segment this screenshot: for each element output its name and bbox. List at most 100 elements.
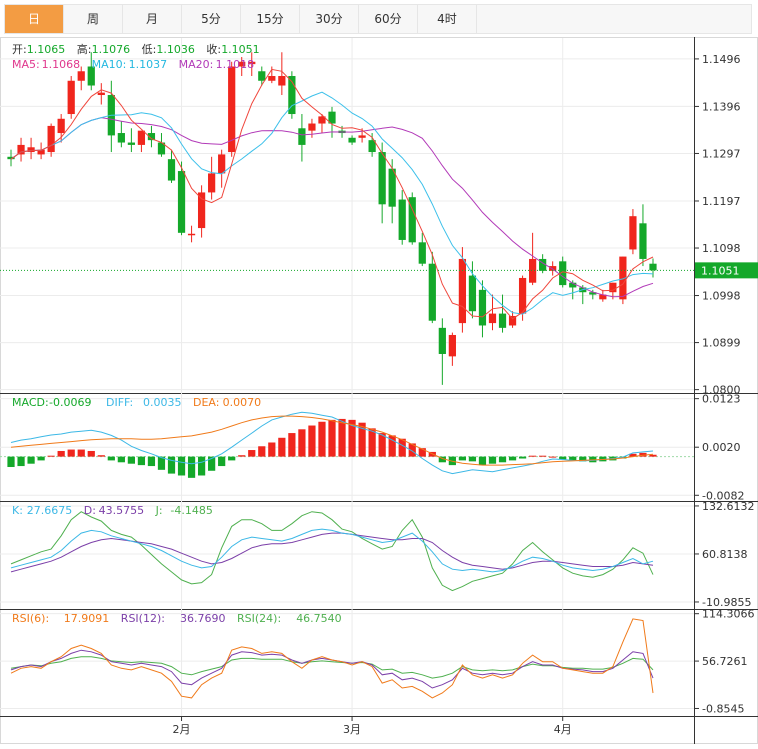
candle-body (539, 258, 547, 271)
tab-5[interactable]: 30分 (300, 5, 359, 33)
macd-bar (117, 456, 125, 463)
y-tick-label: 1.1396 (702, 100, 741, 113)
ohlc-legend-value: 1.1051 (221, 43, 260, 56)
candle-body (47, 125, 55, 153)
candle-body (87, 66, 95, 86)
tab-2[interactable]: 月 (123, 5, 182, 33)
candle-body (599, 294, 607, 300)
candle-body (629, 216, 637, 250)
macd-bar (107, 456, 115, 461)
kdj-legend-value: -4.1485 (170, 504, 212, 517)
macd-bar (147, 456, 156, 467)
x-tick-label: 3月 (343, 723, 361, 736)
candle-body (508, 315, 517, 326)
macd-bar (218, 456, 226, 467)
macd-bar (398, 438, 406, 457)
tab-3[interactable]: 5分 (182, 5, 241, 33)
last-price-box (695, 262, 758, 279)
macd-bar (529, 455, 537, 457)
macd-bar (77, 449, 85, 457)
j-line (10, 511, 654, 592)
macd-bar (308, 425, 316, 457)
tab-7[interactable]: 4时 (418, 5, 477, 33)
macd-bar (197, 456, 206, 476)
candle-body (518, 277, 527, 314)
candle-body (328, 111, 336, 124)
macd-legend-label: MACD: (12, 396, 49, 409)
macd-bar (629, 453, 637, 457)
macd-bar (599, 456, 607, 462)
candle-body (378, 152, 386, 205)
macd-bar (338, 418, 346, 457)
macd-bar (458, 456, 467, 461)
candle-body (559, 261, 567, 286)
macd-bar (208, 456, 216, 471)
macd-bar (348, 419, 356, 457)
y-tick-label: 1.0800 (702, 384, 741, 397)
kdj-legend-value: 43.5755 (99, 504, 145, 517)
macd-bar (7, 456, 15, 468)
candle-body (388, 168, 396, 207)
macd-bar (579, 456, 587, 462)
candle-body (7, 156, 15, 160)
candle-body (197, 192, 206, 229)
kdj-legend-label: J: (155, 504, 163, 517)
kdj-legend-label: D: (84, 504, 96, 517)
macd-bar (328, 419, 336, 457)
y-tick-label: 1.1197 (702, 195, 741, 208)
candle-body (177, 171, 186, 233)
candle-body (268, 76, 276, 81)
candle-body (278, 76, 286, 86)
candle-body (157, 142, 166, 155)
candle-body (368, 140, 376, 153)
macd-bar (288, 433, 296, 457)
candle-body (298, 128, 306, 145)
candle-body (478, 289, 487, 326)
tab-1[interactable]: 周 (64, 5, 123, 33)
candle-body (127, 142, 135, 145)
tab-0[interactable]: 日 (5, 5, 64, 33)
candle-body (167, 159, 176, 181)
ma5-line (10, 68, 654, 320)
candle-body (27, 147, 35, 153)
k-line (10, 528, 654, 573)
tab-6[interactable]: 60分 (359, 5, 418, 33)
ma-legend-value: 1.1037 (129, 58, 168, 71)
ohlc-legend-label: 高: (77, 42, 92, 56)
macd-legend-label: DIFF: (106, 396, 133, 409)
y-tick-label: 1.0899 (702, 337, 741, 350)
candle-body (97, 92, 105, 96)
ma10-line (10, 91, 654, 315)
macd-bar (418, 448, 426, 457)
ohlc-legend-value: 1.1076 (92, 43, 131, 56)
macd-bar (569, 456, 577, 461)
d-line (10, 532, 654, 573)
candle-body (228, 66, 236, 153)
y-tick-label: 0.0123 (702, 393, 741, 406)
macd-bar (248, 450, 256, 457)
macd-bar (649, 454, 657, 457)
macd-bar (408, 443, 416, 457)
rsi-legend-value: 17.9091 (64, 612, 110, 625)
y-tick-label: 1.1496 (702, 53, 741, 66)
tab-4[interactable]: 15分 (241, 5, 300, 33)
rsi12-line (10, 649, 654, 689)
candle-body (17, 144, 25, 155)
macd-bar (137, 456, 146, 466)
macd-bar (298, 429, 306, 457)
candle-body (137, 130, 146, 145)
period-tab-bar: 日周月 5分 15分 30分 60分 4时 (4, 4, 752, 34)
candle-body (208, 173, 216, 193)
rsi6-line (10, 618, 654, 699)
candle-body (418, 242, 426, 264)
candle-body (448, 334, 456, 357)
candle-body (37, 149, 45, 155)
y-tick-label: 1.1297 (702, 147, 741, 160)
macd-bar (37, 456, 45, 461)
macd-bar (468, 456, 477, 462)
candle-body (639, 223, 647, 259)
candle-body (398, 199, 406, 240)
macd-bar (268, 442, 276, 457)
macd-bar (438, 456, 446, 463)
macd-bar (559, 456, 567, 460)
